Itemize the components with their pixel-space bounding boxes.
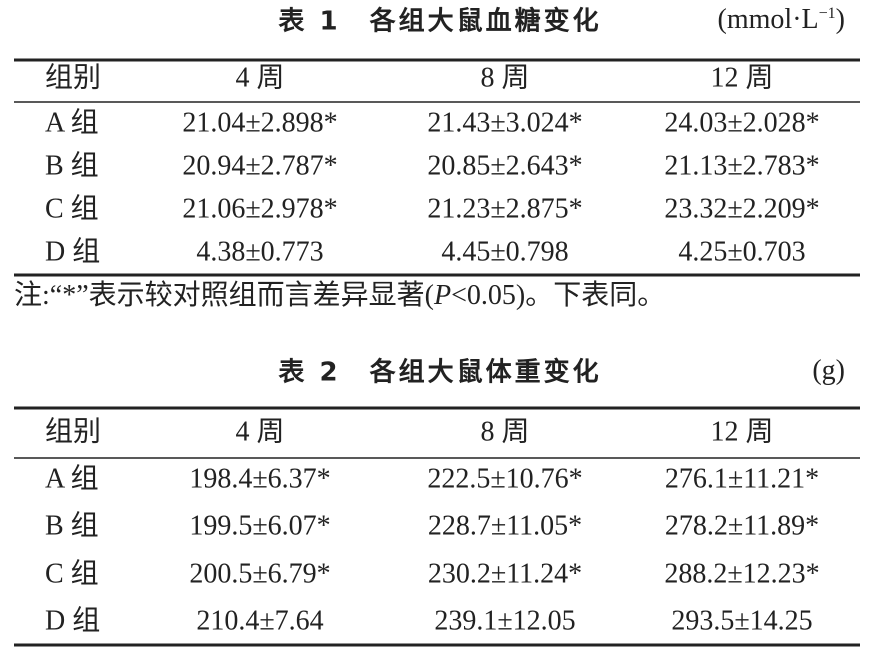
table-note: 注:“*”表示较对照组而言差异显著(P<0.05)。下表同。 bbox=[14, 279, 665, 311]
cell: 4.45±0.798 bbox=[441, 236, 568, 267]
unit-text: (g) bbox=[812, 355, 845, 386]
cell: B 组 bbox=[45, 509, 99, 541]
cell: B 组 bbox=[45, 149, 99, 181]
cell: 228.7±11.05* bbox=[428, 510, 582, 541]
table-unit: (g) bbox=[812, 355, 845, 386]
cell: 199.5±6.07* bbox=[189, 510, 330, 541]
unit-sup: −1 bbox=[819, 5, 836, 22]
cell: 21.06±2.978* bbox=[182, 193, 337, 224]
cell: 288.2±12.23* bbox=[664, 558, 819, 589]
header-cell: 12 周 bbox=[710, 62, 773, 93]
cell: 23.32±2.209* bbox=[664, 193, 819, 224]
header-cell: 4 周 bbox=[235, 62, 284, 93]
cell: A 组 bbox=[45, 462, 99, 494]
header-cell: 8 周 bbox=[480, 62, 529, 93]
cell: 293.5±14.25 bbox=[671, 605, 812, 636]
cell: 21.23±2.875* bbox=[427, 193, 582, 224]
cell: 239.1±12.05 bbox=[434, 605, 575, 636]
cell: C 组 bbox=[45, 557, 99, 589]
unit-text: ) bbox=[836, 4, 845, 35]
note-text: 注:“*”表示较对照组而言差异显著( bbox=[14, 279, 434, 311]
note-italic: P bbox=[433, 280, 451, 311]
cell: 21.13±2.783* bbox=[664, 150, 819, 181]
cell: A 组 bbox=[45, 106, 99, 138]
header-cell: 4 周 bbox=[235, 416, 284, 447]
cell: 278.2±11.89* bbox=[665, 510, 819, 541]
cell: D 组 bbox=[45, 235, 100, 267]
header-cell: 8 周 bbox=[480, 416, 529, 447]
cell: 20.85±2.643* bbox=[427, 150, 582, 181]
cell: 210.4±7.64 bbox=[196, 605, 323, 636]
cell: 276.1±11.21* bbox=[665, 463, 819, 494]
unit-text: (mmol·L bbox=[718, 4, 819, 35]
cell: 24.03±2.028* bbox=[664, 107, 819, 138]
table-title: 表 2 各组大鼠体重变化 bbox=[278, 357, 601, 388]
cell: 21.43±3.024* bbox=[427, 107, 582, 138]
cell: 198.4±6.37* bbox=[189, 463, 330, 494]
header-cell: 组别 bbox=[45, 415, 101, 447]
cell: 222.5±10.76* bbox=[427, 463, 582, 494]
cell: 21.04±2.898* bbox=[182, 107, 337, 138]
header-cell: 12 周 bbox=[710, 416, 773, 447]
table-unit: (mmol·L−1) bbox=[718, 4, 845, 35]
cell: 200.5±6.79* bbox=[189, 558, 330, 589]
note-text: <0.05)。下表同。 bbox=[451, 279, 665, 311]
cell: 4.25±0.703 bbox=[678, 236, 805, 267]
table-title: 表 1 各组大鼠血糖变化 bbox=[278, 6, 601, 37]
cell: D 组 bbox=[45, 604, 100, 636]
header-cell: 组别 bbox=[45, 61, 101, 93]
cell: C 组 bbox=[45, 192, 99, 224]
cell: 230.2±11.24* bbox=[428, 558, 582, 589]
cell: 4.38±0.773 bbox=[196, 236, 323, 267]
cell: 20.94±2.787* bbox=[182, 150, 337, 181]
